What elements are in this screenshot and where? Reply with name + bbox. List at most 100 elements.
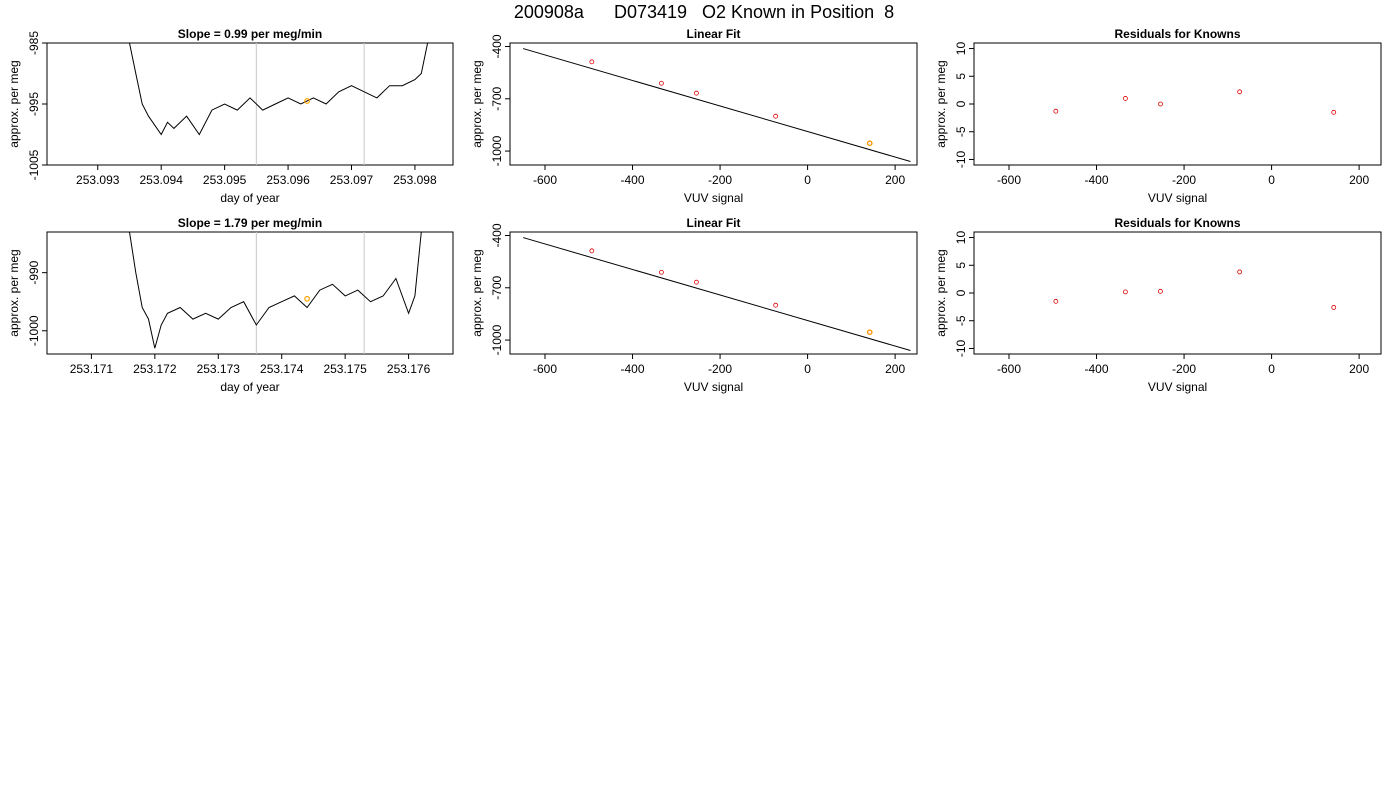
chart-panel-1: Slope = 0.99 per meg/min 253.093 253.094 25… [7, 27, 454, 205]
y-tick-label: 10 [954, 231, 968, 245]
y-tick-label: -400 [490, 223, 504, 247]
chart-title: Slope = 1.79 per meg/min [178, 216, 322, 230]
y-tick-label: 0 [954, 100, 968, 107]
y-tick-label: -10 [954, 150, 968, 168]
x-tick-label: 253.094 [139, 173, 183, 187]
x-tick-label: -600 [533, 362, 557, 376]
y-axis-label: approx. per meg [7, 249, 21, 336]
data-point [1158, 288, 1163, 294]
x-tick-label: -200 [708, 362, 732, 376]
fit-line [522, 48, 911, 162]
x-tick-label: 0 [1268, 173, 1275, 187]
data-point [659, 269, 664, 275]
x-tick-label: 253.095 [203, 173, 247, 187]
y-tick-label: -1000 [27, 315, 41, 346]
y-tick-label: -5 [954, 315, 968, 326]
data-point [589, 59, 595, 65]
y-tick-label: -10 [954, 339, 968, 357]
y-axis-label: approx. per meg [470, 249, 484, 336]
x-tick-label: 253.096 [266, 173, 310, 187]
chart-title: Residuals for Knowns [1114, 27, 1240, 41]
panels: Slope = 0.99 per meg/min 253.093 253.094 25… [7, 27, 1382, 394]
chart-panel-5: Linear Fit -600 -400 -200 0 200 -400 -700 -1000 V… [470, 216, 918, 394]
x-axis-label: VUV signal [684, 191, 743, 205]
x-tick-label: 253.175 [323, 362, 367, 376]
data-point [1237, 269, 1243, 275]
x-tick-label: 0 [1268, 362, 1275, 376]
y-axis-label: approx. per meg [934, 249, 948, 336]
y-tick-label: -990 [27, 260, 41, 284]
data-point [1237, 89, 1243, 95]
figure-title: 200908a D073419 O2 Known in Position 8 [514, 2, 894, 22]
y-tick-label: -5 [954, 126, 968, 137]
data-point [659, 80, 664, 86]
y-tick-label: 5 [954, 73, 968, 80]
plot-area [129, 43, 429, 165]
highlight-point [304, 295, 310, 302]
x-tick-label: 253.174 [260, 362, 304, 376]
x-tick-label: -200 [708, 173, 732, 187]
x-tick-label: 200 [1349, 362, 1369, 376]
chart-title: Slope = 0.99 per meg/min [178, 27, 322, 41]
chart-panel-6: Residuals for Knowns -600 -400 -200 0 200 -10 -… [934, 216, 1382, 394]
y-tick-label: -700 [490, 275, 504, 299]
x-tick-label: 253.093 [76, 173, 120, 187]
x-tick-label: -400 [1085, 362, 1109, 376]
x-tick-label: 253.097 [330, 173, 374, 187]
x-tick-label: 0 [804, 362, 811, 376]
plot-area [1053, 269, 1337, 310]
data-point [1123, 96, 1128, 101]
y-tick-label: -700 [490, 86, 504, 110]
x-tick-label: -600 [997, 173, 1021, 187]
plot-frame [973, 42, 1382, 166]
x-tick-label: -200 [1172, 173, 1196, 187]
x-axis-label: VUV signal [684, 380, 743, 394]
x-tick-label: 253.172 [133, 362, 177, 376]
x-tick-label: 253.173 [197, 362, 241, 376]
y-tick-label: -985 [27, 31, 41, 55]
y-tick-label: -1000 [490, 135, 504, 166]
x-tick-label: 0 [804, 173, 811, 187]
data-point [694, 90, 699, 96]
y-axis-label: approx. per meg [7, 60, 21, 147]
y-tick-label: -1005 [27, 149, 41, 180]
x-tick-label: 253.176 [387, 362, 431, 376]
data-point [1053, 298, 1059, 304]
x-tick-label: -600 [533, 173, 557, 187]
data-point [1331, 305, 1337, 310]
x-tick-label: 253.098 [393, 173, 437, 187]
data-point [1158, 101, 1163, 107]
y-axis-label: approx. per meg [470, 60, 484, 147]
plot-frame [509, 42, 918, 166]
chart-title: Linear Fit [686, 216, 740, 230]
chart-panel-3: Residuals for Knowns -600 -400 -200 0 200 -10 -… [934, 27, 1382, 205]
fit-line [522, 237, 911, 351]
x-tick-label: 200 [1349, 173, 1369, 187]
x-tick-label: -400 [1085, 173, 1109, 187]
plot-frame [973, 231, 1382, 355]
data-point [1331, 109, 1337, 115]
y-tick-label: -1000 [490, 324, 504, 355]
x-tick-label: 253.171 [70, 362, 114, 376]
y-axis-label: approx. per meg [934, 60, 948, 147]
chart-title: Linear Fit [686, 27, 740, 41]
plot-frame [509, 231, 918, 355]
series-line [129, 232, 422, 349]
data-point [1123, 289, 1128, 295]
highlight-point [866, 140, 873, 147]
data-point [773, 302, 779, 308]
plot-area [522, 237, 911, 351]
x-tick-label: 200 [885, 362, 905, 376]
data-point [589, 248, 595, 254]
data-point [773, 113, 779, 119]
plot-frame [46, 231, 454, 355]
x-tick-label: -200 [1172, 362, 1196, 376]
x-axis-label: VUV signal [1148, 191, 1207, 205]
y-tick-label: -995 [27, 92, 41, 116]
x-tick-label: -400 [621, 362, 645, 376]
plot-area [522, 48, 911, 162]
series-line [129, 43, 429, 136]
chart-panel-4: Slope = 1.79 per meg/min 253.171 253.172 25… [7, 216, 454, 394]
plot-area [1053, 89, 1337, 115]
